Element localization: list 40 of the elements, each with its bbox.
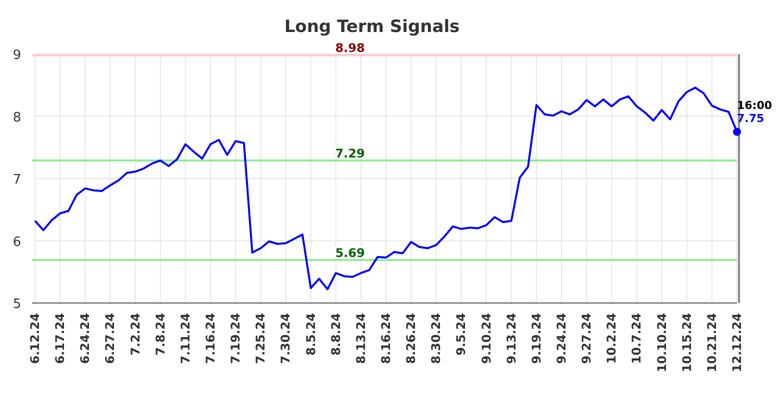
x-tick-label: 9.5.24	[454, 313, 468, 356]
x-tick-label: 9.13.24	[504, 313, 518, 364]
x-tick-label: 7.30.24	[278, 313, 293, 364]
x-tick-label: 8.16.24	[379, 313, 393, 364]
data-label: 7.75	[737, 112, 764, 125]
x-tick-label: 8.13.24	[354, 313, 368, 364]
x-tick-label: 9.24.24	[554, 313, 568, 364]
x-tick-label: 6.24.24	[78, 313, 92, 364]
x-tick-label: 7.11.24	[178, 313, 192, 364]
x-tick-label: 6.12.24	[28, 313, 42, 364]
annotation: 16:00	[737, 98, 772, 112]
chart-title: Long Term Signals	[284, 17, 460, 37]
x-tick-label: 6.17.24	[53, 313, 68, 364]
x-tick-label: 8.8.24	[328, 313, 343, 356]
x-tick-label: 6.27.24	[103, 313, 118, 364]
x-tick-label: 7.16.24	[204, 313, 218, 364]
x-tick-label: 7.2.24	[128, 313, 142, 356]
y-tick-label: 6	[12, 234, 22, 250]
x-tick-label: 7.19.24	[228, 313, 243, 364]
x-tick-label: 10.2.24	[604, 313, 619, 364]
x-tick-label: 10.21.24	[704, 313, 719, 372]
y-tick-label: 9	[12, 48, 22, 63]
y-tick-label: 8	[12, 110, 22, 126]
x-tick-label: 10.10.24	[654, 313, 669, 372]
ref-line-label: 7.29	[335, 146, 365, 160]
ref-line-label: 5.69	[335, 246, 365, 260]
x-tick-label: 9.27.24	[580, 313, 594, 364]
x-tick-label: 9.10.24	[479, 313, 494, 364]
x-tick-label: 7.8.24	[153, 313, 168, 356]
x-tick-label: 7.25.24	[254, 313, 268, 364]
x-tick-label: 10.7.24	[630, 313, 644, 364]
y-tick-label: 5	[12, 297, 22, 312]
x-tick-label: 8.30.24	[429, 313, 444, 364]
x-tick-label: 10.15.24	[680, 313, 694, 372]
x-tick-label: 9.19.24	[529, 313, 544, 364]
y-tick-label: 7	[12, 172, 22, 188]
x-tick-label: 8.26.24	[404, 313, 418, 364]
x-tick-label: 8.5.24	[304, 313, 318, 356]
x-tick-label: 12.12.24	[730, 313, 744, 372]
ref-line-label: 8.98	[335, 41, 365, 56]
